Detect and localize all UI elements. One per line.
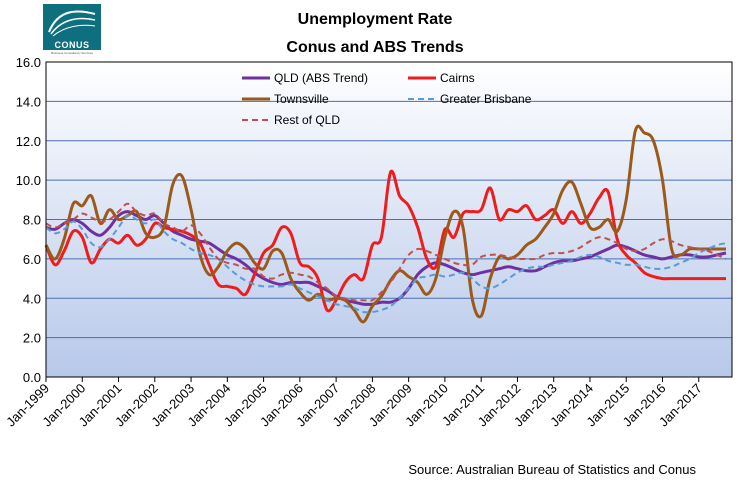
series-line-rest-of-qld bbox=[45, 202, 727, 302]
y-tick-label: 6.0 bbox=[23, 252, 41, 267]
legend-label: Cairns bbox=[440, 71, 475, 85]
legend-label: Rest of QLD bbox=[274, 113, 340, 127]
y-tick-label: 4.0 bbox=[23, 291, 41, 306]
legend-label: Greater Brisbane bbox=[440, 92, 532, 106]
chart-title: Unemployment Rate bbox=[298, 11, 453, 28]
y-tick-label: 8.0 bbox=[23, 213, 41, 228]
legend-label: Townsville bbox=[274, 92, 329, 106]
legend: QLD (ABS Trend) Cairns Townsville Greater B… bbox=[242, 71, 532, 127]
conus-logo: CONUS Business Consultancy Services bbox=[43, 4, 101, 55]
source-note: Source: Australian Bureau of Statistics … bbox=[408, 462, 696, 477]
y-tick-label: 16.0 bbox=[16, 55, 41, 70]
y-tick-label: 2.0 bbox=[23, 331, 41, 346]
plot-border bbox=[45, 61, 733, 378]
logo-tagline: Business Consultancy Services bbox=[51, 51, 93, 55]
y-tick-label: 10.0 bbox=[16, 173, 41, 188]
series-line-greater-brisbane bbox=[45, 214, 727, 314]
logo-text: CONUS bbox=[43, 40, 101, 50]
series-lines bbox=[44, 124, 727, 324]
y-tick-label: 12.0 bbox=[16, 134, 41, 149]
chart-subtitle: Conus and ABS Trends bbox=[286, 39, 463, 56]
logo-emblem bbox=[43, 4, 101, 40]
y-tick-label: 0.0 bbox=[23, 370, 41, 385]
legend-label: QLD (ABS Trend) bbox=[274, 71, 368, 85]
y-tick-label: 14.0 bbox=[16, 94, 41, 109]
